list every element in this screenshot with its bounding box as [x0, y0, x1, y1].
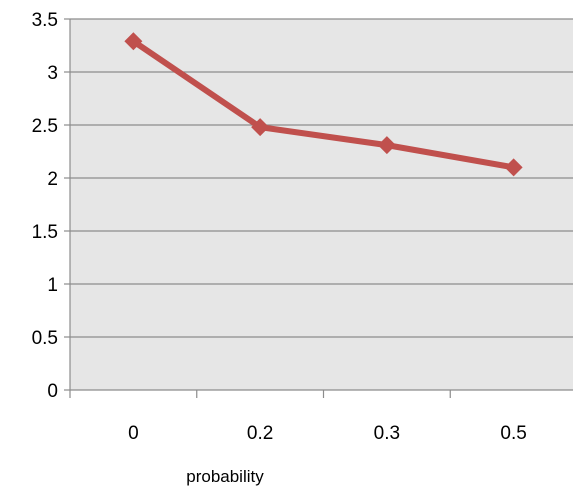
y-tick-label: 3 — [47, 63, 58, 84]
axes — [64, 18, 573, 398]
data-point-marker — [124, 32, 143, 51]
series-line — [130, 38, 517, 171]
data-series — [124, 32, 523, 177]
data-point-marker — [251, 118, 270, 137]
x-tick-label: 0.2 — [247, 423, 273, 444]
data-point-marker — [377, 136, 396, 155]
y-tick-label: 3.5 — [32, 10, 58, 31]
x-tick-label: 0 — [128, 423, 139, 444]
y-tick-label: 2 — [47, 169, 58, 190]
x-tick-labels: 0 0.2 0.3 0.5 — [128, 423, 527, 444]
y-tick-label: 0.5 — [32, 328, 58, 349]
gridlines — [70, 18, 573, 338]
y-tick-labels: 0 0.5 1 1.5 2 2.5 3 3.5 — [32, 10, 58, 402]
y-tick-label: 0 — [47, 381, 58, 402]
x-tick-label: 0.5 — [500, 423, 526, 444]
x-tick-label: 0.3 — [374, 423, 400, 444]
y-tick-label: 2.5 — [32, 116, 58, 137]
data-point-marker — [504, 158, 523, 177]
y-tick-label: 1.5 — [32, 222, 58, 243]
plot-area — [70, 19, 573, 390]
y-tick-label: 1 — [47, 275, 58, 296]
x-axis-title: probability — [186, 467, 264, 486]
